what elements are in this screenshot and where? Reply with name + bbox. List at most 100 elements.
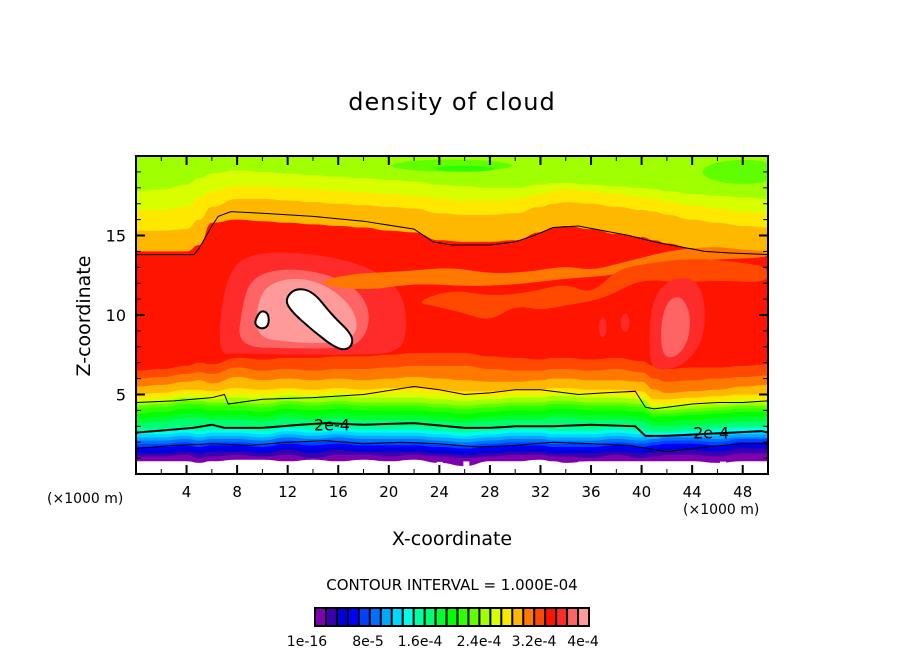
contour-region: [285, 288, 354, 351]
band-gap: [286, 468, 293, 474]
colorbar-swatch: [524, 609, 534, 625]
x-axis-label: X-coordinate: [391, 528, 513, 550]
band-gap: [312, 468, 319, 474]
band-gap: [489, 462, 496, 474]
colorbar-swatch: [502, 609, 512, 625]
filled-contour-bands: [136, 156, 768, 474]
contour-line-lower: [136, 386, 768, 410]
contour-line-upper: [136, 211, 768, 256]
band-gap: [295, 462, 302, 474]
y-tick-label: 15: [106, 227, 126, 246]
x-unit-label-right: (×1000 m): [683, 502, 760, 518]
band-gap: [481, 468, 488, 474]
colorbar-label: 4e-4: [567, 634, 599, 650]
colorbar-label: 8e-5: [352, 634, 383, 650]
band-gap: [136, 469, 142, 474]
band-gap: [197, 467, 204, 474]
contour-lines: [136, 211, 768, 453]
band-gap: [445, 466, 452, 474]
band-gap: [711, 468, 718, 474]
x-unit-label-left: (×1000 m): [47, 491, 124, 507]
colorbar-swatch: [414, 609, 424, 625]
band-gap: [189, 466, 196, 474]
band-gap: [366, 468, 373, 474]
x-tick-label: 28: [480, 483, 499, 501]
contour-line-label: 2e-4: [314, 416, 350, 435]
x-tick-label: 44: [683, 483, 702, 501]
colorbar-swatch: [348, 609, 358, 625]
band-gap: [215, 467, 222, 474]
band-gap: [675, 466, 682, 474]
colorbar-swatch: [447, 609, 457, 625]
band-gap: [560, 466, 567, 474]
colorbar-swatch: [513, 609, 523, 625]
colorbar-swatch: [535, 609, 545, 625]
contour-interval-label: CONTOUR INTERVAL = 1.000E-04: [326, 576, 578, 594]
colorbar-swatch: [370, 609, 380, 625]
colorbar-swatch: [568, 609, 578, 625]
band-gap: [702, 465, 709, 474]
band-gap: [658, 466, 665, 474]
colorbar-swatch: [326, 609, 336, 625]
x-tick-label: 20: [379, 483, 398, 501]
band-gap: [357, 468, 364, 474]
colorbar-swatch: [403, 609, 413, 625]
band-gap: [419, 466, 426, 474]
contour-region: [254, 310, 270, 330]
colorbar-swatch: [425, 609, 435, 625]
band-gap: [693, 462, 700, 474]
band-gap: [304, 466, 311, 474]
colorbar-swatch: [469, 609, 479, 625]
colorbar-swatch: [491, 609, 501, 625]
contour-region: [661, 297, 690, 358]
colorbar-swatch: [480, 609, 490, 625]
y-tick-label: 5: [116, 386, 126, 405]
colorbar-swatch: [392, 609, 402, 625]
band-gap: [719, 461, 726, 474]
band-gap: [534, 467, 541, 474]
band-gap: [543, 468, 550, 474]
band-gap: [631, 463, 638, 474]
colorbar-swatch: [458, 609, 468, 625]
x-tick-label: 36: [581, 483, 600, 501]
x-tick-label: 4: [182, 483, 192, 501]
y-tick-label: 10: [106, 306, 126, 325]
band-gap: [498, 468, 505, 474]
colorbar-swatch: [557, 609, 567, 625]
band-gap: [764, 468, 768, 474]
band-gap: [507, 468, 514, 474]
band-gap: [684, 469, 691, 474]
band-gap: [578, 461, 585, 474]
colorbar-swatch: [546, 609, 556, 625]
band-gap: [454, 467, 461, 474]
band-gap: [383, 466, 390, 474]
band-gap: [162, 467, 169, 474]
band-gap: [666, 464, 673, 474]
band-gap: [206, 461, 213, 474]
x-tick-label: 48: [733, 483, 752, 501]
band-gap: [604, 461, 611, 474]
band-patch: [434, 165, 495, 172]
colorbar-swatch: [359, 609, 369, 625]
colorbar-label: 2.4e-4: [457, 634, 502, 650]
band-gap: [649, 467, 656, 474]
x-tick-label: 16: [329, 483, 348, 501]
axis-ticks: [136, 156, 768, 474]
contour-region: [620, 313, 630, 332]
x-tick-label: 40: [632, 483, 651, 501]
band-gap: [427, 469, 434, 474]
band-gap: [596, 468, 603, 474]
band-gap: [374, 463, 381, 474]
band-gap: [551, 462, 558, 474]
band-gap: [180, 461, 187, 474]
band-gap: [171, 468, 178, 474]
colorbar: 1e-16 8e-5 1.6e-4 2.4e-4 3.2e-4 4e-4: [287, 607, 599, 650]
band-gap: [472, 467, 479, 474]
band-gap: [392, 468, 399, 474]
band-patch: [702, 159, 768, 184]
colorbar-swatch: [381, 609, 391, 625]
chart-title: density of cloud: [348, 88, 556, 116]
band-gap: [755, 468, 762, 474]
contour-region: [421, 259, 768, 319]
